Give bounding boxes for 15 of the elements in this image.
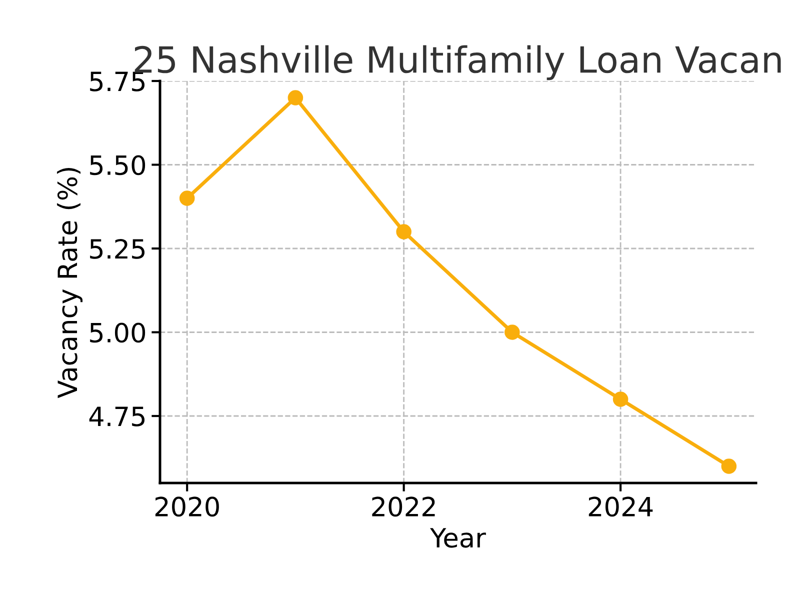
y-tick-label: 5.00 (90, 322, 146, 343)
x-axis-title: Year (430, 528, 486, 548)
point (396, 224, 412, 240)
y-tick-label: 5.25 (90, 238, 144, 259)
point (504, 324, 520, 340)
x-tick-label: 2024 (588, 496, 653, 517)
x-tick-label: 2020 (155, 496, 219, 517)
y-tick-label: 4.75 (89, 406, 144, 426)
point (721, 458, 737, 474)
x-tick-label: 2022 (372, 496, 435, 517)
y-axis-title: Vacancy Rate (%) (56, 168, 82, 398)
point (612, 392, 628, 407)
y-tick-label: 5.50 (90, 155, 146, 176)
point (288, 90, 304, 106)
point (179, 190, 195, 206)
